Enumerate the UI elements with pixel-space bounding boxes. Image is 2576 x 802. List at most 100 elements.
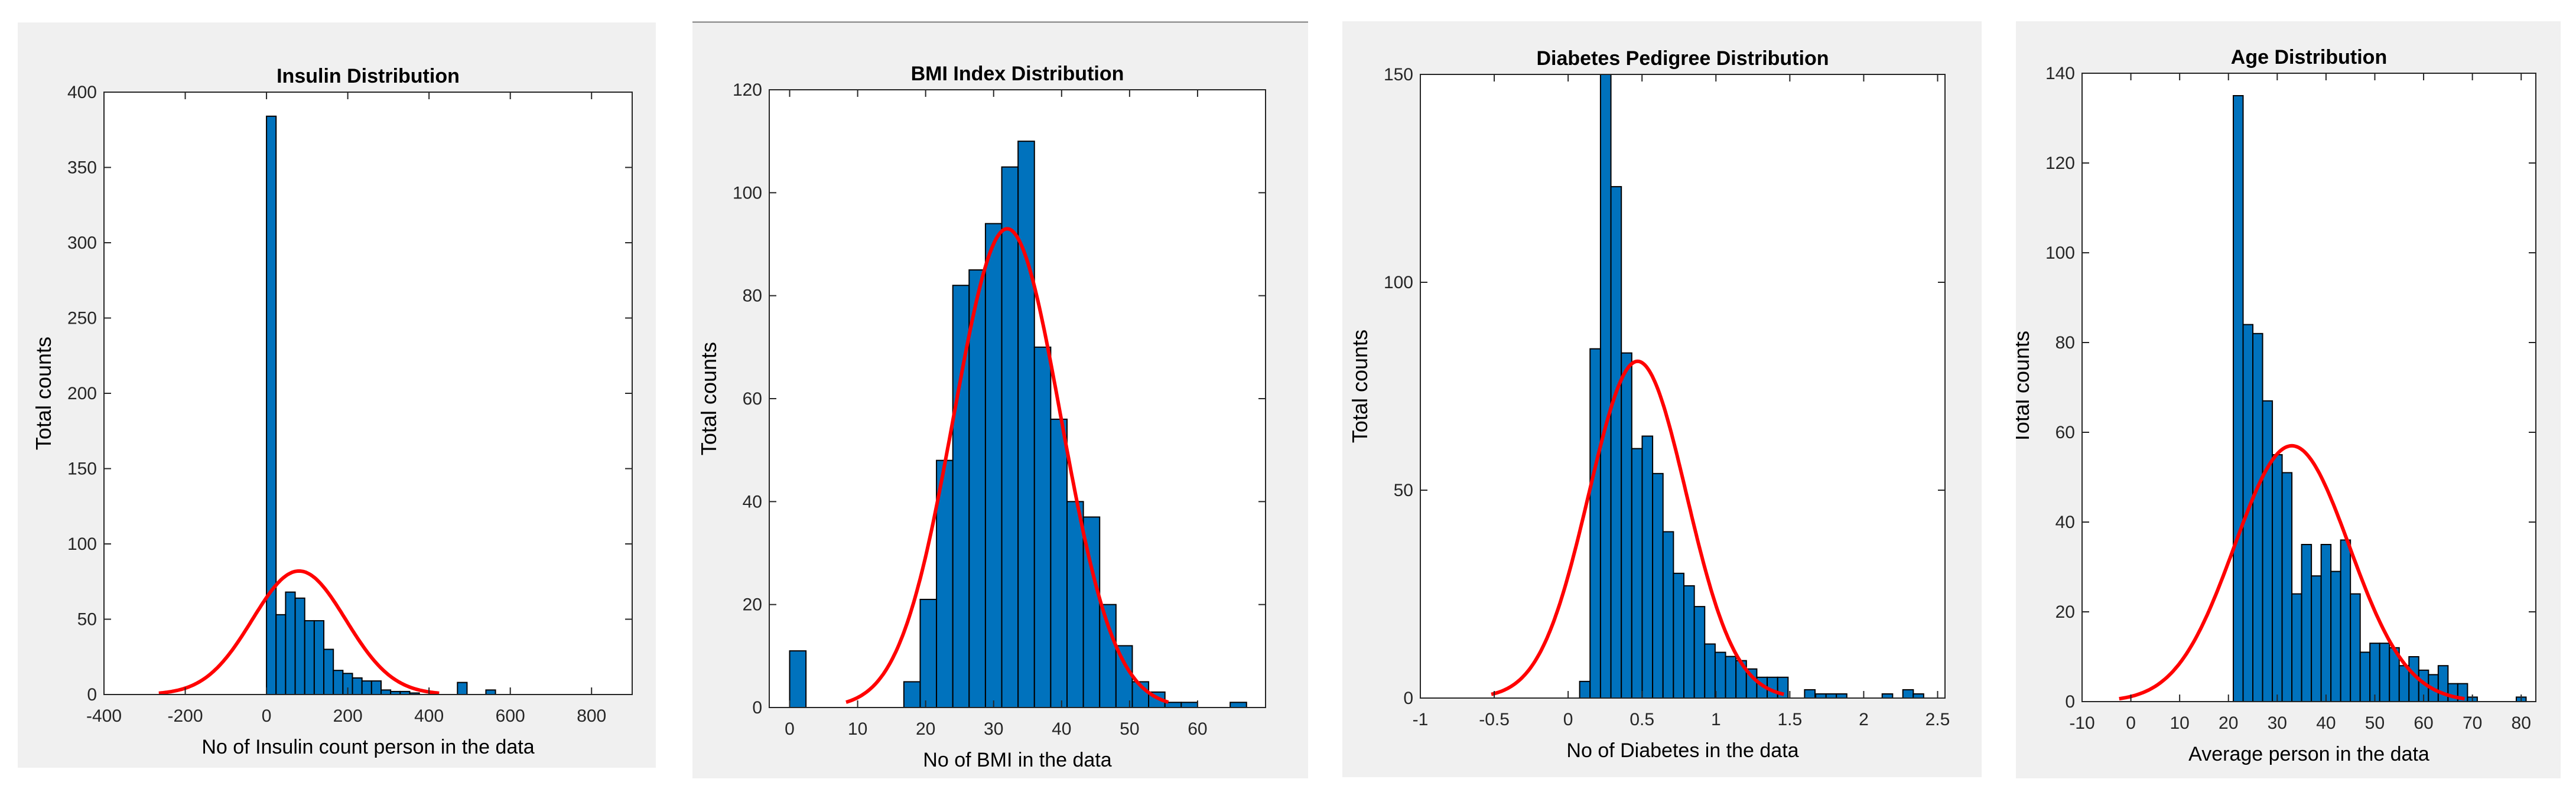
y-tick-label: 140 [2045, 64, 2075, 83]
histogram-bar [2272, 454, 2283, 702]
y-axis-label: Total counts [697, 342, 721, 455]
chart-title: BMI Index Distribution [911, 63, 1124, 85]
histogram-bar [1714, 651, 1726, 699]
x-axis-label: No of Insulin count person in the data [201, 736, 534, 758]
y-tick-label: 300 [67, 233, 97, 253]
y-tick-label: 60 [2055, 423, 2075, 442]
y-axis-label: Total counts [1348, 330, 1372, 443]
histogram-bar [2301, 544, 2312, 702]
x-tick-label: -1 [1413, 710, 1429, 729]
y-tick-label: 0 [2065, 692, 2075, 712]
histogram-bar [984, 223, 1003, 708]
histogram-bar [1836, 693, 1848, 699]
x-tick-label: 1.5 [1777, 710, 1802, 729]
y-tick-label: 150 [67, 459, 97, 479]
histogram-bar [1804, 689, 1816, 699]
x-tick-label: 0.5 [1629, 710, 1654, 729]
histogram-bar [361, 680, 372, 696]
histogram-bar [2379, 643, 2390, 702]
histogram-bar [323, 648, 334, 695]
histogram-bar [919, 598, 938, 709]
x-tick-label: 40 [1052, 719, 1071, 739]
histogram-bar [333, 670, 344, 695]
x-tick-label: 0 [1563, 710, 1573, 729]
x-tick-label: 60 [1188, 719, 1207, 739]
x-tick-label: 50 [2365, 713, 2385, 733]
histogram-bar [1589, 348, 1601, 699]
histogram-bar [2340, 539, 2351, 703]
histogram-bar [313, 620, 325, 695]
x-tick-label: 60 [2414, 713, 2433, 733]
y-tick-label: 400 [67, 83, 97, 102]
y-tick-label: 250 [67, 309, 97, 328]
y-tick-label: 120 [733, 80, 762, 100]
normal-fit-curve [845, 227, 1169, 704]
x-axis-label: Average person in the data [2188, 743, 2429, 765]
y-tick-label: 100 [2045, 243, 2075, 263]
histogram-bar [304, 620, 315, 695]
y-tick-label: 20 [2055, 602, 2075, 622]
x-tick-label: 80 [2512, 713, 2531, 733]
histogram-bar [275, 614, 287, 695]
x-axis-label: No of BMI in the data [923, 749, 1111, 771]
histogram-bar [2311, 575, 2322, 703]
histogram-bar [2330, 570, 2341, 702]
histogram-bar [2398, 665, 2410, 702]
x-axis-label: No of Diabetes in the data [1566, 739, 1798, 762]
x-tick-label: 0 [785, 719, 795, 739]
y-tick-label: 80 [2055, 333, 2075, 353]
y-tick-label: 150 [1384, 65, 1413, 84]
x-tick-label: -10 [2069, 713, 2094, 733]
y-tick-label: 40 [2055, 513, 2075, 532]
y-tick-label: 50 [1394, 481, 1413, 500]
x-tick-label: 30 [984, 719, 1003, 739]
x-tick-label: 40 [2316, 713, 2336, 733]
histogram-bar [380, 689, 392, 695]
normal-fit-curve [158, 569, 440, 695]
histogram-bar [1704, 643, 1716, 699]
x-tick-label: 1 [1711, 710, 1721, 729]
chart-panel-bmi: 0 10 20 30 40 50 60 0 20 40 60 80 100 120 BMI Index Di… [692, 24, 1308, 778]
histogram-bar [2252, 332, 2263, 702]
diabetes-pedigree-chart: -1 -0.5 0 0.5 1 1.5 2 2.5 0 50 100 150 Diabetes Pedi… [1348, 47, 1950, 762]
histogram-bar [1599, 74, 1612, 699]
y-tick-label: 0 [752, 698, 762, 718]
y-tick-label: 120 [2045, 154, 2075, 173]
y-tick-label: 20 [743, 595, 762, 615]
age-chart: -10 0 10 20 30 40 50 60 70 80020406080100120140Ag… [2016, 46, 2536, 765]
histogram-bar [1017, 141, 1035, 708]
normal-fit-curve [2119, 444, 2465, 701]
y-tick-label: 100 [1384, 273, 1413, 292]
histogram-bar [370, 680, 382, 696]
histogram-bar [903, 681, 921, 708]
histogram-bar [457, 682, 468, 695]
axes-box [1420, 74, 1946, 699]
chart-title: Diabetes Pedigree Distribution [1537, 47, 1829, 70]
histogram-bar [1673, 572, 1685, 699]
histogram-bar [2320, 544, 2332, 702]
histogram-bar [1641, 435, 1654, 699]
x-tick-label: 2.5 [1926, 710, 1950, 729]
x-tick-label: 2 [1859, 710, 1869, 729]
histogram-bar [1579, 680, 1591, 699]
histogram-bar [2369, 643, 2380, 702]
histogram-bar [2291, 593, 2302, 702]
x-tick-label: -0.5 [1479, 710, 1510, 729]
y-tick-label: 0 [87, 685, 97, 705]
histogram-bar [1725, 656, 1737, 699]
histogram-bar [1001, 166, 1019, 708]
histogram-bar [1180, 702, 1198, 708]
histogram-bar [2281, 472, 2293, 703]
histogram-bar [1033, 346, 1052, 708]
x-tick-label: 600 [496, 706, 525, 726]
y-tick-label: 40 [743, 492, 762, 511]
plot-area [104, 92, 632, 695]
histogram-bar [1662, 531, 1674, 699]
x-tick-label: 50 [1120, 719, 1139, 739]
histogram-bar [1652, 472, 1664, 699]
histogram-bar [1621, 352, 1632, 699]
bmi-chart: 0 10 20 30 40 50 60 0 20 40 60 80 100 120 BMI Index Di… [697, 63, 1266, 771]
histogram-bar [1913, 693, 1924, 699]
histogram-bar [2233, 95, 2244, 702]
x-tick-label: 20 [916, 719, 935, 739]
